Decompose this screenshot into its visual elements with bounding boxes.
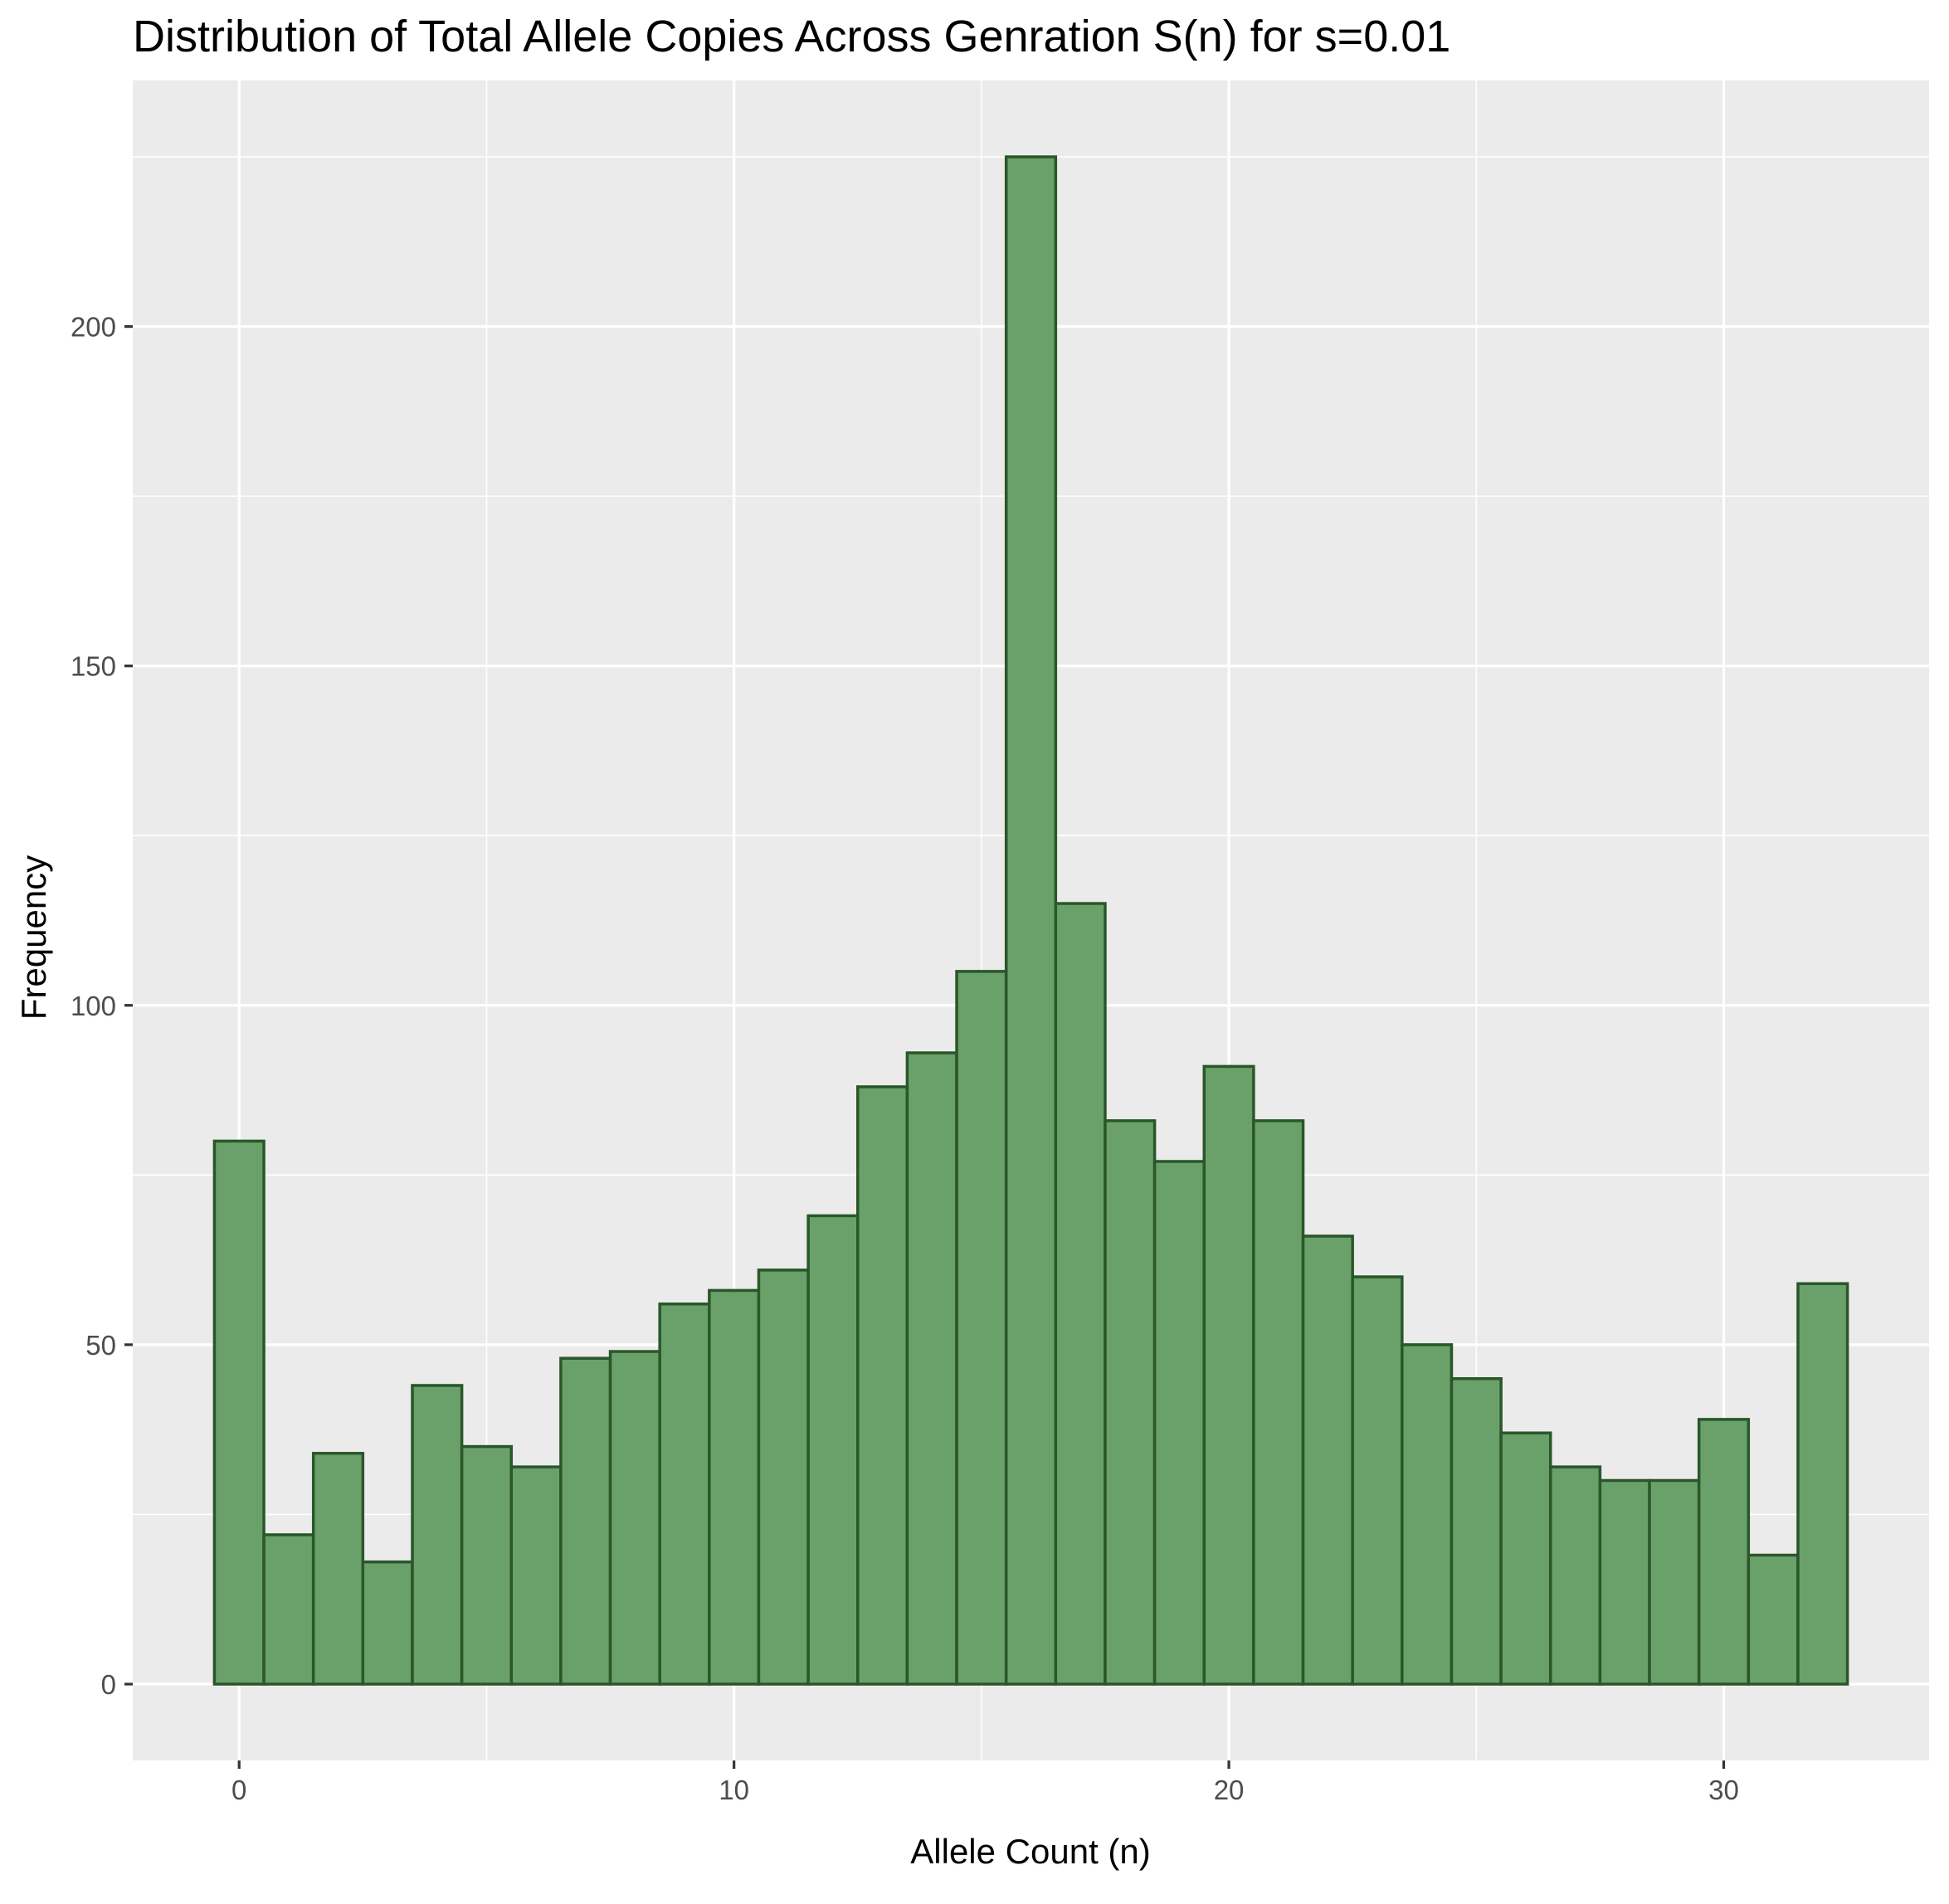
x-axis-title: Allele Count (n) [910,1832,1150,1871]
histogram-bar [608,1350,661,1686]
histogram-bar [1351,1275,1404,1686]
y-tick-label: 0 [101,1669,116,1700]
histogram-bar [212,1139,266,1686]
histogram-bar [806,1214,860,1686]
histogram-bar [1152,1160,1206,1686]
histogram-bar [757,1269,810,1686]
histogram-bar [460,1444,514,1686]
histogram-bar [1499,1431,1552,1686]
x-tick-label: 10 [719,1775,749,1805]
histogram-bar [311,1452,365,1686]
histogram-bar [1004,155,1058,1686]
chart-title: Distribution of Total Allele Copies Acro… [133,12,1450,61]
y-tick-label: 200 [71,312,116,343]
histogram-bar [509,1465,563,1686]
histogram-bar [1697,1418,1751,1686]
histogram-bar [361,1560,414,1686]
histogram-bar [1747,1553,1800,1686]
y-tick-label: 100 [71,991,116,1021]
histogram-bar [1598,1478,1651,1686]
histogram-bar [955,970,1008,1686]
histogram-bar [1648,1478,1701,1686]
y-tick-label: 50 [85,1330,116,1361]
histogram-bar [658,1303,711,1686]
histogram-bar [1548,1465,1602,1686]
histogram-bar [1796,1282,1849,1686]
y-axis-title: Frequency [14,855,53,1020]
x-tick-label: 20 [1214,1775,1245,1805]
histogram-bar [856,1085,909,1686]
histogram-bar [1104,1119,1157,1686]
histogram-bar [1301,1234,1354,1686]
histogram-bar [262,1533,315,1686]
histogram-bar [905,1051,958,1686]
histogram-bar [1202,1064,1255,1686]
x-tick-label: 30 [1708,1775,1739,1805]
histogram-bar [559,1356,612,1686]
histogram-bar [1401,1343,1454,1686]
y-tick-label: 150 [71,651,116,682]
histogram-bar [1450,1377,1503,1686]
histogram-bar [708,1288,761,1686]
x-axis-ticks: 0 10 20 30 [231,1760,1739,1805]
histogram-bars [212,155,1849,1686]
histogram-bar [1252,1119,1305,1686]
x-tick-label: 0 [231,1775,246,1805]
histogram-bar [411,1384,464,1686]
histogram-bar [1054,902,1107,1686]
y-axis-ticks: 0 50 100 150 200 [71,312,133,1700]
